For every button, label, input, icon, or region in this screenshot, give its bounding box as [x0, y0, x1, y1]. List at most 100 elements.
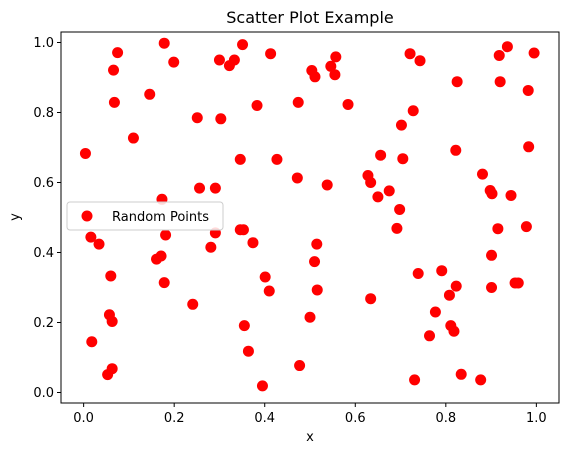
- data-point: [158, 277, 170, 289]
- data-point: [237, 224, 249, 236]
- data-point: [187, 298, 199, 310]
- data-point: [407, 105, 419, 117]
- data-point: [476, 168, 488, 180]
- data-point: [505, 189, 517, 201]
- data-point: [237, 39, 249, 51]
- data-point: [414, 55, 426, 67]
- data-point: [311, 238, 323, 250]
- data-point: [228, 54, 240, 66]
- data-point: [365, 293, 377, 305]
- chart-title: Scatter Plot Example: [226, 8, 393, 27]
- y-tick-label: 1.0: [33, 36, 54, 51]
- data-point: [247, 237, 259, 249]
- data-point: [451, 76, 463, 88]
- data-point: [194, 182, 206, 194]
- data-point: [205, 241, 217, 253]
- data-point: [528, 47, 540, 59]
- legend: Random Points: [66, 201, 224, 231]
- plot-frame: [60, 31, 560, 404]
- data-point: [523, 141, 535, 153]
- data-point: [108, 64, 120, 76]
- data-point: [256, 380, 268, 392]
- x-tick-label: 1.0: [526, 411, 547, 426]
- data-point: [436, 265, 448, 277]
- data-point: [397, 153, 409, 165]
- data-point: [475, 374, 487, 386]
- legend-marker: [81, 210, 93, 222]
- y-tick-label: 0.0: [33, 386, 54, 401]
- y-tick-label: 0.8: [33, 106, 54, 121]
- data-point: [271, 153, 283, 165]
- x-axis: 0.0 0.2 0.4 0.6 0.8 1.0: [73, 403, 547, 426]
- data-point: [213, 54, 225, 66]
- data-point: [79, 147, 91, 159]
- data-point: [251, 100, 263, 111]
- data-point: [291, 172, 303, 184]
- data-point: [265, 48, 277, 60]
- data-point: [93, 238, 105, 250]
- data-point: [424, 330, 436, 342]
- data-point: [492, 223, 504, 235]
- data-point: [512, 277, 524, 289]
- data-point: [209, 182, 221, 194]
- data-point: [127, 132, 139, 144]
- data-point: [108, 96, 120, 108]
- x-tick-label: 0.8: [435, 411, 456, 426]
- y-axis: 0.0 0.2 0.4 0.6 0.8 1.0: [33, 36, 61, 401]
- x-tick-label: 0.4: [254, 411, 275, 426]
- data-point: [486, 188, 498, 200]
- x-axis-label: x: [306, 430, 314, 445]
- data-point: [158, 37, 170, 49]
- y-axis-label: y: [8, 213, 23, 221]
- data-point: [144, 88, 156, 100]
- x-tick-label: 0.2: [164, 411, 185, 426]
- x-tick-label: 0.0: [73, 411, 94, 426]
- data-point: [412, 268, 424, 279]
- data-point: [455, 368, 467, 380]
- data-point: [292, 96, 304, 108]
- data-point: [486, 249, 498, 261]
- y-tick-label: 0.6: [33, 176, 54, 191]
- x-tick-label: 0.6: [345, 411, 366, 426]
- data-point: [85, 231, 97, 243]
- data-point: [105, 270, 117, 282]
- data-point: [234, 153, 246, 165]
- data-point: [263, 285, 275, 297]
- data-point: [309, 71, 321, 83]
- data-point: [450, 144, 462, 156]
- data-point: [448, 325, 460, 337]
- data-point: [311, 284, 323, 296]
- y-tick-label: 0.2: [33, 316, 54, 331]
- points-layer: [79, 37, 540, 392]
- data-point: [486, 282, 498, 293]
- data-point: [294, 360, 306, 372]
- data-point: [365, 177, 377, 188]
- data-point: [522, 84, 534, 96]
- data-point: [112, 47, 124, 59]
- data-point: [106, 363, 118, 375]
- data-point: [106, 315, 118, 327]
- legend-box: [66, 201, 224, 231]
- data-point: [383, 185, 395, 197]
- y-tick-label: 0.4: [33, 246, 54, 261]
- data-point: [86, 336, 98, 348]
- data-point: [375, 149, 387, 161]
- data-point: [494, 76, 506, 88]
- data-point: [242, 345, 254, 357]
- data-point: [160, 229, 172, 241]
- data-point: [325, 60, 337, 72]
- data-point: [391, 222, 403, 234]
- data-point: [330, 51, 342, 63]
- data-point: [520, 221, 532, 233]
- data-point: [342, 98, 354, 110]
- data-point: [501, 41, 513, 53]
- data-point: [372, 191, 384, 203]
- data-point: [191, 112, 203, 124]
- data-point: [404, 48, 416, 60]
- data-point: [394, 203, 406, 215]
- data-point: [215, 113, 227, 125]
- data-point: [450, 280, 462, 292]
- data-point: [493, 49, 505, 61]
- data-point: [309, 256, 321, 268]
